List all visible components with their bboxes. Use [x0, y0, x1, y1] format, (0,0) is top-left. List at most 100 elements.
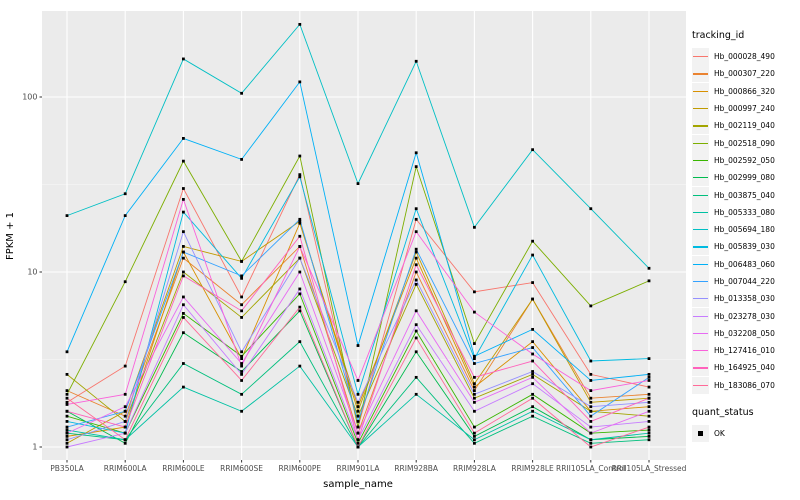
data-point — [240, 362, 243, 365]
line-key-icon — [693, 159, 708, 162]
data-point — [65, 434, 69, 438]
line-key-icon — [693, 194, 708, 196]
data-point — [531, 239, 534, 243]
y-tick-label: 1 — [32, 443, 37, 452]
data-point — [414, 392, 418, 396]
data-point — [182, 245, 185, 248]
data-point — [414, 323, 418, 327]
data-point — [65, 400, 69, 404]
data-point — [182, 303, 185, 307]
data-point — [531, 253, 534, 257]
data-point — [414, 282, 418, 286]
data-point — [182, 197, 185, 201]
data-point — [473, 431, 476, 435]
legend-label: Hb_000028_490 — [714, 52, 775, 62]
legend-item: Hb_000997_240 — [692, 100, 798, 118]
legend-label: Hb_006483_060 — [714, 259, 775, 269]
data-point — [589, 207, 593, 211]
legend-color-key — [692, 290, 709, 308]
line-key-icon — [693, 384, 708, 386]
data-point — [123, 192, 127, 196]
data-point — [182, 230, 185, 234]
y-tick-label: 100 — [22, 93, 37, 102]
data-point — [182, 362, 185, 365]
legend-color-key — [692, 134, 709, 152]
legend-color-key — [692, 255, 709, 273]
line-key-icon — [693, 177, 708, 179]
data-point — [65, 438, 69, 442]
legend-items: Hb_000028_490 Hb_000307_220 Hb_000866_320 H… — [692, 48, 798, 394]
y-axis-title: FPKM + 1 — [5, 212, 16, 260]
data-point — [647, 409, 651, 413]
data-point — [182, 270, 185, 274]
legend-label: Hb_005694_180 — [714, 225, 775, 235]
data-point — [589, 414, 593, 418]
data-point — [182, 256, 185, 260]
data-point — [531, 370, 534, 373]
data-point — [414, 256, 418, 260]
data-point — [182, 274, 185, 278]
legend-color-key — [692, 48, 709, 66]
data-point — [65, 389, 69, 393]
data-point — [473, 400, 476, 404]
data-point — [531, 392, 534, 396]
legend-color-key — [692, 221, 709, 239]
data-point — [414, 151, 418, 155]
data-point — [240, 91, 243, 95]
data-point — [531, 340, 534, 344]
legend-color-key — [692, 151, 709, 169]
data-point — [414, 217, 418, 221]
line-key-icon — [693, 73, 708, 75]
data-point — [240, 157, 243, 161]
data-point — [182, 312, 185, 315]
data-point — [647, 372, 651, 376]
legend-label: Hb_002518_090 — [714, 138, 775, 148]
data-point — [65, 214, 69, 218]
data-point — [182, 331, 185, 335]
legend-color-key — [692, 376, 709, 394]
data-point — [240, 364, 243, 368]
data-point — [298, 364, 302, 368]
data-point — [473, 310, 476, 314]
data-point — [647, 279, 651, 283]
legend-label: Hb_007044_220 — [714, 277, 775, 286]
legend-color-key — [692, 307, 709, 325]
data-point — [473, 362, 476, 365]
data-point — [123, 438, 127, 442]
legend-label: Hb_005333_080 — [714, 207, 775, 217]
data-point — [473, 434, 476, 438]
data-point — [298, 80, 302, 84]
data-point — [531, 409, 534, 413]
data-point — [240, 357, 243, 360]
data-point — [473, 290, 476, 294]
x-axis-title: sample_name — [323, 479, 393, 490]
data-point — [589, 441, 593, 445]
data-point — [531, 148, 534, 152]
data-point — [531, 281, 534, 284]
data-point — [123, 414, 127, 418]
data-point — [531, 396, 534, 400]
data-point — [356, 414, 360, 418]
legend-label: Hb_164925_040 — [714, 363, 775, 373]
data-point — [531, 382, 534, 386]
legend-label: Hb_002592_050 — [714, 155, 775, 165]
data-point — [589, 425, 593, 429]
data-point — [589, 409, 593, 413]
line-key-icon — [693, 263, 708, 265]
data-point — [356, 441, 360, 445]
data-point — [647, 379, 651, 382]
plot-panel — [42, 11, 686, 460]
legend-title-tracking-id: tracking_id — [692, 30, 745, 41]
data-point — [473, 396, 476, 400]
data-point — [356, 420, 360, 423]
data-point — [240, 303, 243, 307]
legend-label: Hb_002119_040 — [714, 121, 775, 131]
data-point — [647, 434, 651, 438]
data-point — [589, 359, 593, 363]
data-point — [240, 295, 243, 299]
data-point — [123, 280, 127, 284]
data-point — [414, 278, 418, 282]
data-point — [414, 336, 418, 340]
data-point — [589, 304, 593, 308]
